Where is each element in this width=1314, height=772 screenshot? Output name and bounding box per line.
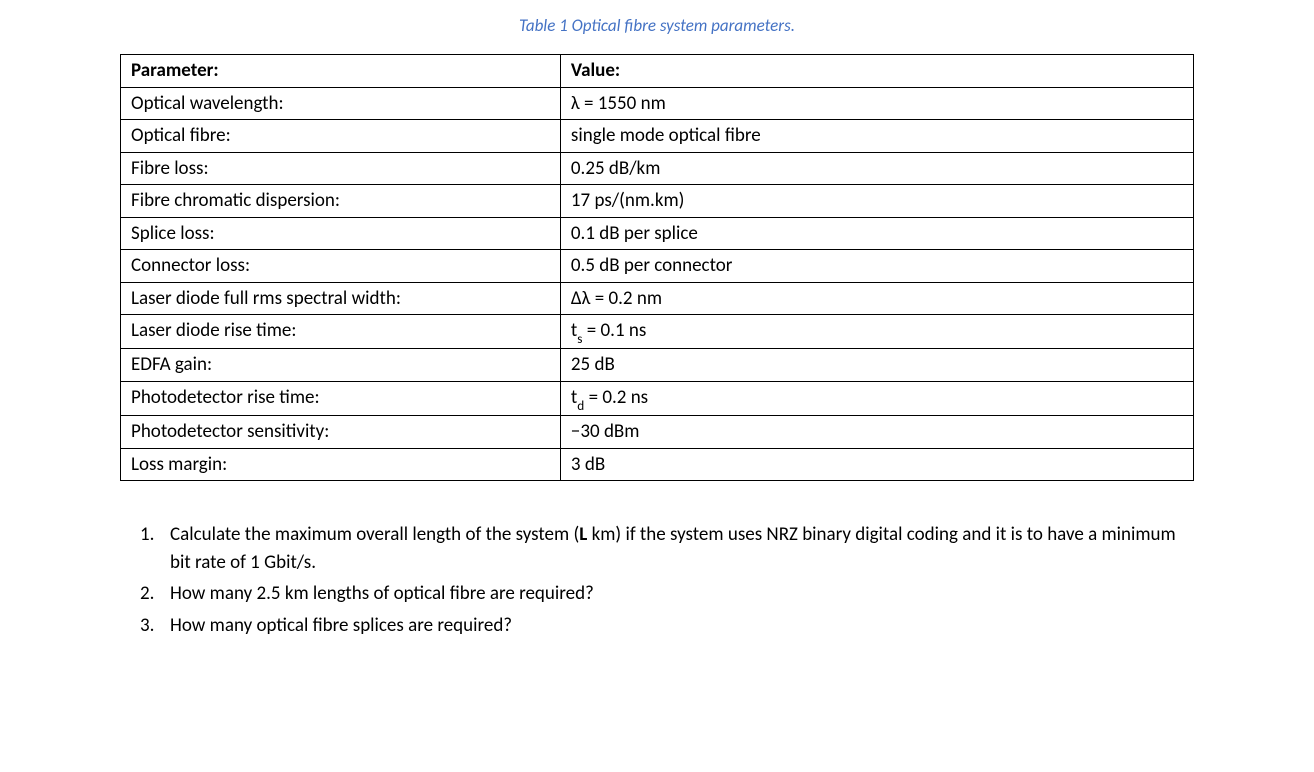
parameter-cell: Optical wavelength: [121,87,561,120]
value-text: = 0.2 ns [584,386,648,409]
table-row: Optical fibre: single mode optical fibre [121,120,1194,153]
parameter-cell: Splice loss: [121,217,561,250]
value-text: single mode optical fibre [571,124,761,147]
parameters-table: Parameter:Value:Optical wavelength: λ = 1… [120,54,1194,481]
parameter-cell: Connector loss: [121,250,561,283]
value-cell: λ = 1550 nm [560,87,1193,120]
table-row: EDFA gain: 25 dB [121,349,1194,382]
table-caption: Table 1 Optical fibre system parameters. [0,15,1314,36]
value-cell: 25 dB [560,349,1193,382]
value-text: λ = 1550 nm [571,92,666,115]
parameter-cell: Loss margin: [121,448,561,481]
value-text: 0.5 dB per connector [571,254,733,277]
table-header-row: Parameter:Value: [121,55,1194,88]
value-text: 17 ps/(nm.km) [571,189,685,212]
question-text: Calculate the maximum overall length of … [170,523,579,546]
table-row: Connector loss: 0.5 dB per connector [121,250,1194,283]
parameter-cell: Laser diode rise time: [121,315,561,349]
question-item: How many optical fibre splices are requi… [120,612,1194,640]
table-row: Optical wavelength: λ = 1550 nm [121,87,1194,120]
table-row: Fibre loss: 0.25 dB/km [121,152,1194,185]
parameters-table-wrapper: Parameter:Value:Optical wavelength: λ = 1… [0,54,1314,481]
value-text: 0.25 dB/km [571,157,660,180]
parameter-cell: EDFA gain: [121,349,561,382]
value-cell: 3 dB [560,448,1193,481]
subscript: d [577,397,584,414]
table-row: Photodetector sensitivity: −30 dBm [121,416,1194,449]
value-text: −30 dBm [571,420,640,443]
parameter-cell: Fibre chromatic dispersion: [121,185,561,218]
value-text: = 0.1 ns [583,319,647,342]
value-cell: −30 dBm [560,416,1193,449]
value-cell: 0.1 dB per splice [560,217,1193,250]
question-item: Calculate the maximum overall length of … [120,521,1194,576]
header-value: Value: [560,55,1193,88]
parameter-cell: Optical fibre: [121,120,561,153]
questions-section: Calculate the maximum overall length of … [0,521,1314,639]
value-cell: 0.25 dB/km [560,152,1193,185]
table-row: Loss margin: 3 dB [121,448,1194,481]
header-parameter: Parameter: [121,55,561,88]
value-cell: td = 0.2 ns [560,381,1193,415]
value-text: 0.1 dB per splice [571,222,698,245]
value-text: 3 dB [571,453,605,476]
value-cell: ts = 0.1 ns [560,315,1193,349]
value-text: Δλ = 0.2 nm [571,287,662,310]
question-text: How many 2.5 km lengths of optical fibre… [170,582,594,605]
parameter-cell: Photodetector rise time: [121,381,561,415]
value-cell: single mode optical fibre [560,120,1193,153]
subscript: s [577,330,582,347]
value-cell: Δλ = 0.2 nm [560,282,1193,315]
value-text: 25 dB [571,353,615,376]
value-cell: 0.5 dB per connector [560,250,1193,283]
parameter-cell: Laser diode full rms spectral width: [121,282,561,315]
table-row: Laser diode full rms spectral width: Δλ =… [121,282,1194,315]
parameter-cell: Photodetector sensitivity: [121,416,561,449]
parameter-cell: Fibre loss: [121,152,561,185]
question-item: How many 2.5 km lengths of optical fibre… [120,580,1194,608]
question-text: How many optical fibre splices are requi… [170,614,512,637]
table-row: Splice loss: 0.1 dB per splice [121,217,1194,250]
table-row: Laser diode rise time:ts = 0.1 ns [121,315,1194,349]
questions-list: Calculate the maximum overall length of … [120,521,1194,639]
table-row: Fibre chromatic dispersion: 17 ps/(nm.km) [121,185,1194,218]
value-cell: 17 ps/(nm.km) [560,185,1193,218]
table-row: Photodetector rise time:td = 0.2 ns [121,381,1194,415]
